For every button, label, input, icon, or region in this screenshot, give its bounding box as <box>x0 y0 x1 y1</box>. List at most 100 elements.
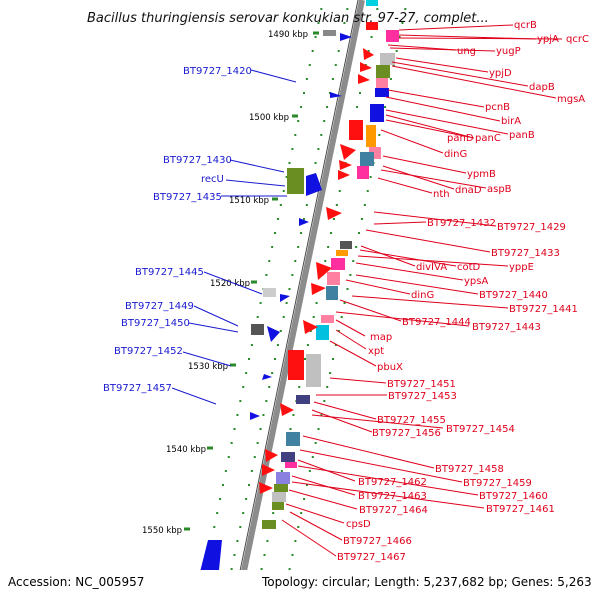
gene-label-right[interactable]: BT9727_1461 <box>486 504 555 515</box>
track-dot <box>367 50 370 52</box>
gene-label-right[interactable]: BT9727_1459 <box>463 478 532 489</box>
gene-label-left[interactable]: BT9727_1430 <box>163 155 232 166</box>
track-dot <box>343 302 346 304</box>
track-dot <box>230 442 233 444</box>
gene-label-right[interactable]: BT9727_1453 <box>388 391 457 402</box>
scale-label: 1510 kbp <box>229 196 269 206</box>
track-dot <box>266 540 269 542</box>
gene-label-right[interactable]: BT9727_1454 <box>446 424 515 435</box>
gene-label-right[interactable]: dinG <box>411 290 434 301</box>
gene-label-right[interactable]: dnaD <box>455 185 482 196</box>
gene-label-right[interactable]: xpt <box>368 346 384 357</box>
gene-label-right[interactable]: BT9727_1463 <box>358 491 427 502</box>
track-dot <box>317 428 320 430</box>
track-dot <box>289 428 292 430</box>
gene-label-right[interactable]: yppE <box>509 262 534 273</box>
track-dot <box>282 316 285 318</box>
track-dot <box>265 400 268 402</box>
gene-label-right[interactable]: ypjD <box>489 68 512 79</box>
gene-label-left[interactable]: BT9727_1452 <box>114 346 183 357</box>
gene-label-left[interactable]: BT9727_1457 <box>103 383 172 394</box>
track-dot <box>282 190 285 192</box>
track-dot <box>323 120 326 122</box>
gene-label-right[interactable]: BT9727_1458 <box>435 464 504 475</box>
gene-label-right[interactable]: BT9727_1462 <box>358 477 427 488</box>
gene-label-right[interactable]: panD <box>447 133 474 144</box>
track-dot <box>248 358 251 360</box>
right-features <box>259 0 399 510</box>
track-dot <box>233 428 236 430</box>
gene-feature <box>262 374 272 380</box>
gene-label-left[interactable]: BT9727_1445 <box>135 267 204 278</box>
gene-label-right[interactable]: pcnB <box>485 102 510 113</box>
gene-label-right[interactable]: yugP <box>496 46 521 57</box>
gene-label-right[interactable]: panC <box>475 133 501 144</box>
gene-label-right[interactable]: BT9727_1456 <box>372 428 441 439</box>
gene-label-right[interactable]: divIVA <box>416 262 447 273</box>
gene-label-right[interactable]: ypjA <box>537 34 559 45</box>
gene-feature <box>251 324 264 335</box>
track-dot <box>309 330 312 332</box>
gene-label-right[interactable]: BT9727_1429 <box>497 222 566 233</box>
track-dot <box>247 484 250 486</box>
gene-label-right[interactable]: ung <box>457 46 476 57</box>
track-dot <box>216 512 219 514</box>
gene-label-right[interactable]: BT9727_1467 <box>337 552 406 563</box>
gene-label-right[interactable]: BT9727_1440 <box>479 290 548 301</box>
gene-label-right[interactable]: panB <box>509 130 535 141</box>
track-dot <box>398 36 401 38</box>
gene-label-left[interactable]: BT9727_1449 <box>125 301 194 312</box>
gene-label-right[interactable]: ypsA <box>464 276 488 287</box>
gene-label-right[interactable]: ypmB <box>467 169 496 180</box>
track-dot <box>346 8 349 10</box>
gene-label-right[interactable]: nth <box>433 189 450 200</box>
gene-feature <box>330 92 342 98</box>
track-dot <box>224 470 227 472</box>
track-dot <box>250 470 253 472</box>
gene-label-right[interactable]: BT9727_1464 <box>359 505 428 516</box>
track-dot <box>358 232 361 234</box>
track-dot <box>314 162 317 164</box>
gene-label-right[interactable]: qcrC <box>566 34 589 45</box>
track-dot <box>300 106 303 108</box>
gene-label-left[interactable]: BT9727_1420 <box>183 66 252 77</box>
gene-label-right[interactable]: qcrB <box>514 20 537 31</box>
track-dot <box>363 204 366 206</box>
gene-label-right[interactable]: cpsD <box>346 519 371 530</box>
gene-label-right[interactable]: BT9727_1433 <box>491 248 560 259</box>
track-dot <box>334 64 337 66</box>
track-dot <box>236 540 239 542</box>
scale-label: 1530 kbp <box>188 362 228 372</box>
gene-label-right[interactable]: BT9727_1451 <box>387 379 456 390</box>
gene-label-left[interactable]: BT9727_1450 <box>121 318 190 329</box>
gene-label-right[interactable]: BT9727_1443 <box>472 322 541 333</box>
gene-label-right[interactable]: BT9727_1460 <box>479 491 548 502</box>
gene-label-right[interactable]: cotD <box>457 262 481 273</box>
track-dot <box>297 120 300 122</box>
track-dot <box>300 232 303 234</box>
gene-label-right[interactable]: BT9727_1444 <box>402 317 471 328</box>
track-dot <box>335 204 338 206</box>
gene-label-left[interactable]: BT9727_1435 <box>153 192 222 203</box>
track-dot <box>320 134 323 136</box>
gene-label-right[interactable]: aspB <box>487 184 512 195</box>
track-dot <box>308 470 311 472</box>
gene-label-right[interactable]: map <box>370 332 392 343</box>
gene-label-right[interactable]: dinG <box>444 149 467 160</box>
gene-label-right[interactable]: BT9727_1441 <box>509 304 578 315</box>
track-dot <box>305 204 308 206</box>
track-dot <box>315 302 318 304</box>
gene-label-right[interactable]: dapB <box>529 82 555 93</box>
track-dot <box>245 372 248 374</box>
gene-label-right[interactable]: birA <box>501 116 521 127</box>
gene-label-left[interactable]: recU <box>201 174 224 185</box>
gene-label-right[interactable]: BT9727_1466 <box>343 536 412 547</box>
map-title: Bacillus thuringiensis serovar konkukian… <box>87 11 489 26</box>
gene-label-right[interactable]: pbuX <box>377 362 403 373</box>
gene-label-right[interactable]: mgsA <box>557 94 585 105</box>
gene-label-right[interactable]: BT9727_1455 <box>377 415 446 426</box>
track-dot <box>279 204 282 206</box>
track-dot <box>305 484 308 486</box>
track-dot <box>272 512 275 514</box>
gene-label-right[interactable]: BT9727_1432 <box>427 218 496 229</box>
